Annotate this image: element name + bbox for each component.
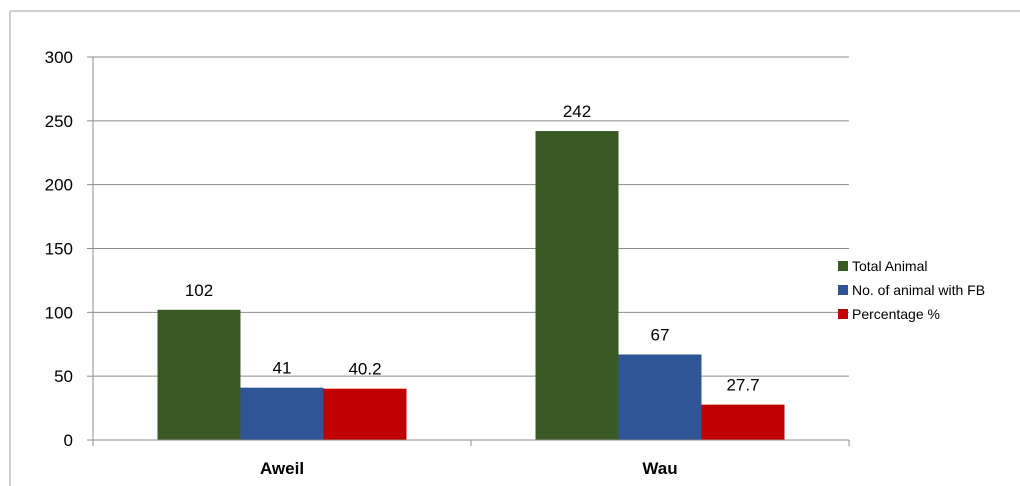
bar-aweil-series-3 [323, 388, 407, 440]
bar-wau-series-1 [535, 131, 619, 440]
data-label: 242 [563, 102, 591, 121]
legend-swatch [838, 309, 848, 319]
axes [87, 56, 850, 446]
data-label: 67 [651, 325, 670, 344]
bar-wau-series-3 [701, 404, 785, 440]
legend-label: No. of animal with FB [852, 282, 985, 298]
legend-swatch [838, 285, 848, 295]
bar-wau-series-2 [618, 354, 702, 440]
bars [157, 131, 785, 440]
y-tick-label: 200 [45, 176, 73, 195]
legend-label: Percentage % [852, 306, 940, 322]
bar-aweil-series-2 [240, 387, 324, 440]
y-tick-label: 100 [45, 303, 73, 322]
bar-aweil-series-1 [157, 309, 241, 440]
y-tick-label: 0 [64, 431, 73, 450]
data-label: 41 [273, 359, 292, 378]
legend: Total Animal No. of animal with FB Percent… [838, 258, 985, 322]
y-tick-label: 150 [45, 240, 73, 259]
labels: 0 50 100 150 200 250 300 102 41 40.2 Aweil 242 67 27.… [45, 48, 760, 478]
legend-label: Total Animal [852, 258, 927, 274]
data-label: 102 [185, 281, 213, 300]
y-tick-label: 300 [45, 48, 73, 67]
x-category-label: Aweil [260, 459, 304, 478]
data-label: 40.2 [348, 360, 381, 379]
x-category-label: Wau [642, 459, 677, 478]
y-tick-label: 250 [45, 112, 73, 131]
y-tick-label: 50 [54, 367, 73, 386]
data-label: 27.7 [726, 376, 759, 395]
legend-swatch [838, 261, 848, 271]
